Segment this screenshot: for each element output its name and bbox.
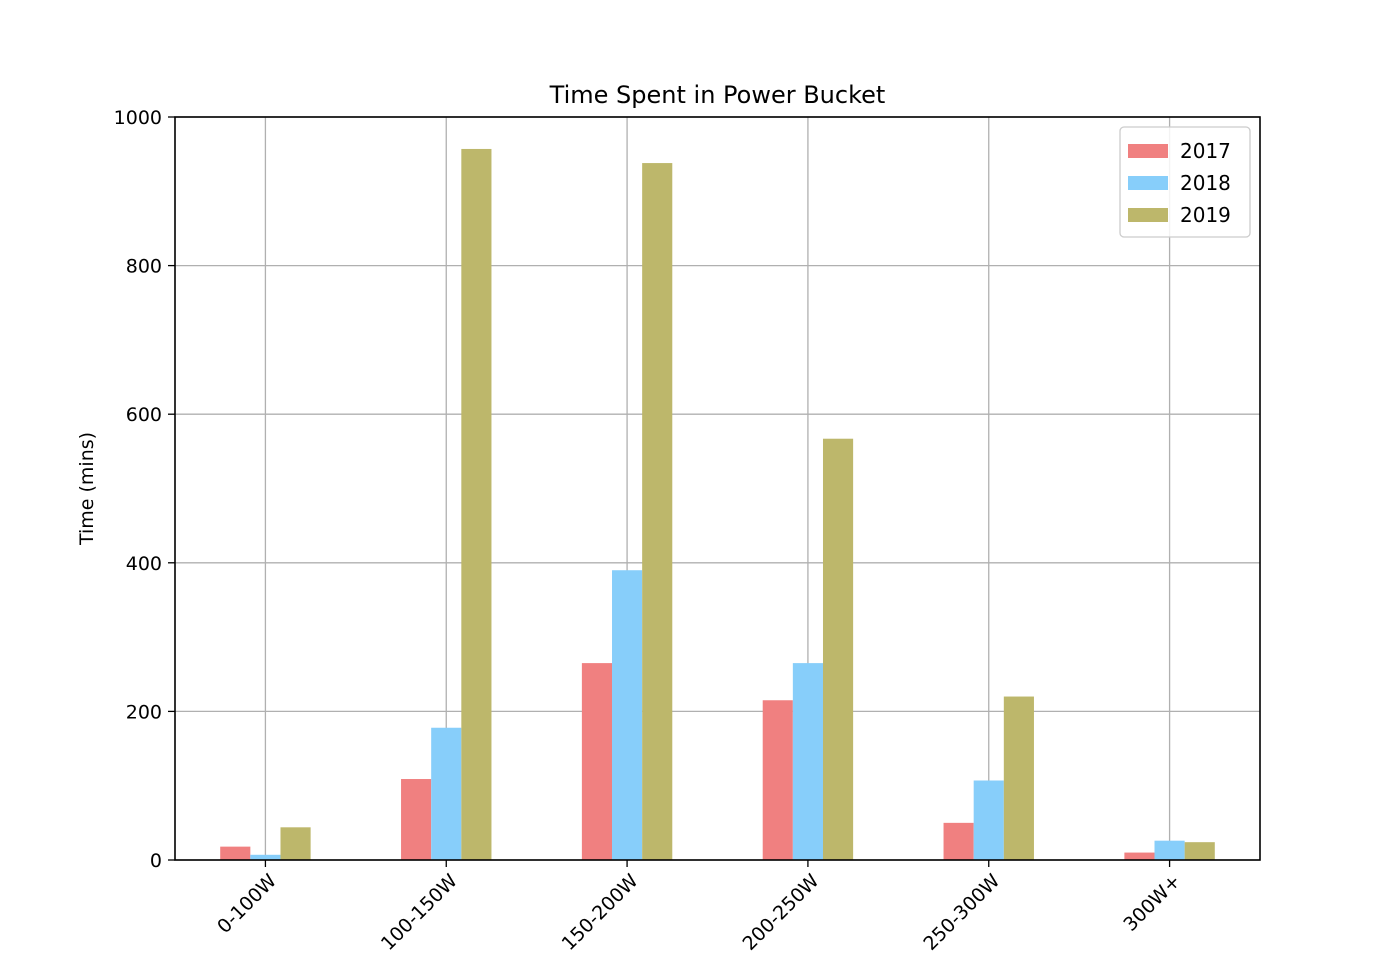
bar-2019-250-300W <box>1003 696 1034 860</box>
bar-2018-100-150W <box>431 727 462 860</box>
bar-2017-0-100W <box>220 846 251 860</box>
bar-2017-300W+ <box>1124 852 1155 860</box>
bar-2017-200-250W <box>762 700 793 860</box>
bar-2019-300W+ <box>1184 842 1215 860</box>
legend-label-2018: 2018 <box>1180 171 1231 195</box>
y-axis: 0 200 400 600 800 1000 <box>114 107 175 872</box>
y-tick-label: 1000 <box>114 107 162 129</box>
bar-2019-200-250W <box>822 438 854 860</box>
chart-title: Time Spent in Power Bucket <box>549 81 886 109</box>
legend-swatch-2019 <box>1128 208 1168 222</box>
bar-2019-150-200W <box>642 163 673 861</box>
legend-swatch-2018 <box>1128 176 1168 190</box>
bar-2017-250-300W <box>943 822 974 860</box>
bar-2018-0-100W <box>250 854 281 860</box>
y-tick-label: 200 <box>126 701 162 723</box>
bar-2017-100-150W <box>401 779 432 860</box>
y-tick-label: 0 <box>150 850 162 872</box>
bar-2018-150-200W <box>612 570 643 860</box>
y-axis-label: Time (mins) <box>76 432 98 546</box>
legend-label-2019: 2019 <box>1180 203 1231 227</box>
bar-2019-0-100W <box>280 827 311 860</box>
plot-frame <box>174 116 1261 861</box>
legend: 2017 2018 2019 <box>1119 126 1251 238</box>
bar-2018-200-250W <box>792 663 823 860</box>
bars <box>220 148 1215 861</box>
bar-2018-250-300W <box>973 780 1004 860</box>
y-tick-label: 600 <box>126 404 162 426</box>
bar-2017-150-200W <box>581 663 613 860</box>
bar-2018-300W+ <box>1154 840 1185 860</box>
legend-swatch-2017 <box>1128 144 1168 158</box>
y-tick-label: 800 <box>126 256 162 278</box>
y-tick-label: 400 <box>126 553 162 575</box>
bar-2019-100-150W <box>461 148 492 861</box>
legend-label-2017: 2017 <box>1180 139 1231 163</box>
